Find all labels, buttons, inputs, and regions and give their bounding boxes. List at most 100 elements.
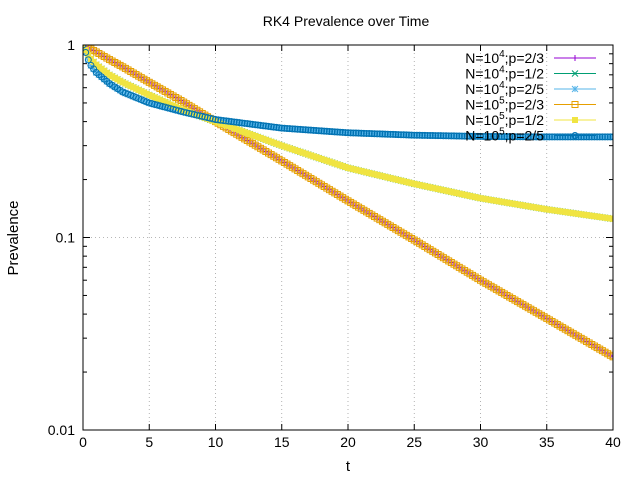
data-point (320, 127, 328, 135)
data-point (291, 125, 299, 133)
grid (83, 45, 613, 430)
data-point (609, 353, 613, 361)
data-point (381, 130, 389, 138)
x-tick-label: 25 (406, 434, 422, 450)
data-point (450, 132, 458, 140)
data-point (495, 133, 503, 141)
data-point (572, 133, 580, 141)
data-point (575, 133, 583, 141)
data-point (238, 119, 246, 127)
y-axis-label: Prevalence (5, 200, 22, 275)
y-tick-label: 0.01 (48, 422, 75, 438)
data-point (212, 116, 219, 124)
data-point (85, 52, 92, 59)
data-point (593, 133, 601, 141)
data-point (540, 133, 548, 141)
data-point (535, 133, 543, 141)
data-point (571, 85, 579, 93)
y-tick-label: 1 (67, 37, 75, 53)
data-point (222, 117, 230, 125)
data-point (389, 130, 397, 138)
data-point (571, 132, 579, 139)
data-point (442, 132, 450, 140)
data-point (296, 125, 304, 133)
data-point (482, 132, 490, 140)
series-layer (83, 45, 613, 361)
data-point (360, 129, 368, 137)
data-point (251, 121, 259, 129)
legend-label: N=104;p=2/3 (465, 49, 544, 66)
data-point (522, 133, 530, 141)
data-point (368, 130, 376, 138)
data-point (455, 132, 463, 140)
legend-entry: N=105;p=2/5 (465, 127, 596, 144)
data-point (363, 129, 371, 137)
data-point (294, 125, 302, 133)
data-point (564, 133, 572, 141)
data-point (471, 132, 479, 140)
data-point (312, 127, 320, 135)
data-point (349, 129, 357, 137)
data-point (227, 118, 235, 126)
legend-label: N=104;p=1/2 (465, 65, 544, 82)
data-point (537, 133, 545, 141)
data-point (83, 48, 90, 56)
data-point (606, 133, 613, 141)
data-point (490, 133, 498, 141)
data-point (598, 133, 606, 141)
data-point (604, 133, 612, 141)
data-point (484, 132, 492, 140)
data-point (577, 133, 585, 141)
data-point (397, 131, 405, 139)
data-point (386, 130, 394, 138)
data-point (585, 133, 593, 141)
data-point (288, 125, 296, 133)
data-point (225, 117, 233, 125)
data-point (421, 131, 429, 139)
data-point (580, 133, 588, 141)
x-axis-label: t (346, 458, 351, 475)
data-point (410, 131, 418, 139)
legend-label: N=105;p=1/2 (465, 111, 544, 128)
data-point (416, 131, 424, 139)
data-point (453, 132, 461, 140)
data-point (355, 129, 363, 137)
data-point (543, 133, 551, 141)
data-point (307, 126, 315, 134)
data-point (463, 132, 471, 140)
data-point (272, 123, 280, 131)
axes: 0 5 10 15 20 25 30 35 40 0.01 0.1 1 (48, 37, 621, 450)
data-point (439, 132, 447, 140)
plot-frame (82, 44, 614, 431)
data-point (270, 123, 278, 131)
data-point (596, 133, 604, 141)
data-point (506, 133, 514, 141)
data-point (590, 133, 598, 141)
data-point (87, 62, 95, 69)
data-point (408, 131, 416, 139)
x-tick-label: 35 (539, 434, 555, 450)
x-tick-label: 0 (79, 434, 87, 450)
data-point (257, 121, 265, 129)
x-tick-label: 15 (274, 434, 290, 450)
data-point (347, 129, 355, 137)
data-point (90, 65, 97, 73)
data-point (214, 116, 222, 124)
data-point (259, 122, 267, 130)
data-point (500, 133, 508, 141)
data-point (249, 120, 257, 128)
x-tick-label: 30 (473, 434, 489, 450)
data-point (331, 128, 339, 136)
data-point (325, 127, 333, 135)
data-point (302, 126, 310, 134)
data-point (233, 118, 241, 126)
data-point (561, 133, 569, 141)
data-point (479, 132, 487, 140)
legend-entry: N=105;p=2/3 (465, 96, 596, 113)
data-point (333, 128, 341, 136)
data-point (265, 122, 272, 130)
data-point (551, 133, 559, 141)
data-point (469, 132, 477, 140)
data-point (84, 56, 92, 64)
data-point (278, 124, 286, 132)
